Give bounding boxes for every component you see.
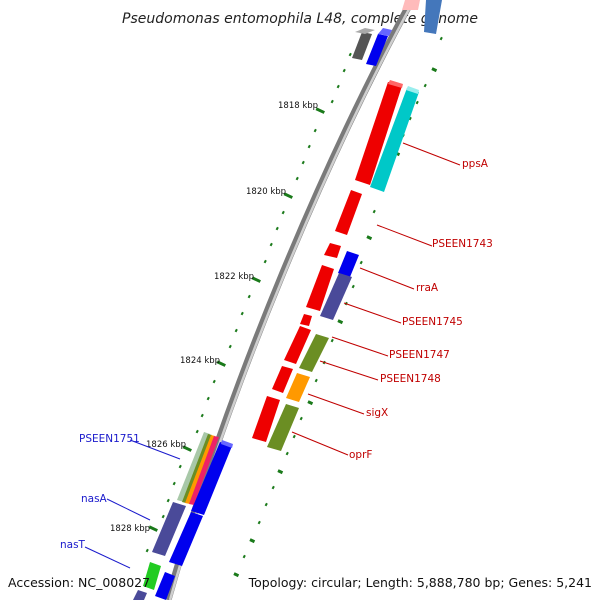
tick-mark-major	[283, 192, 293, 199]
tick-label: 1826 kbp	[146, 440, 186, 450]
feature-slate	[152, 502, 186, 556]
feature-cds	[272, 366, 293, 393]
feature-blue	[191, 440, 233, 515]
gene-label-oprF[interactable]: oprF	[349, 449, 372, 461]
gene-label-PSEEN1743[interactable]: PSEEN1743	[432, 238, 493, 250]
gene-label-sigX[interactable]: sigX	[366, 407, 388, 419]
gene-label-PSEEN1748[interactable]: PSEEN1748	[380, 373, 441, 385]
gene-label-nasT[interactable]: nasT	[60, 539, 86, 551]
gene-label-nasA[interactable]: nasA	[81, 493, 108, 505]
accession-text: Accession: NC_008027	[8, 575, 150, 590]
tick-mark-major	[216, 360, 226, 367]
gene-label-rraA[interactable]: rraA	[416, 282, 439, 294]
feature-cds	[300, 314, 312, 326]
gene-label-ppsA[interactable]: ppsA	[462, 158, 489, 170]
gene-label-PSEEN1751[interactable]: PSEEN1751	[79, 433, 140, 445]
feature-olive	[299, 334, 329, 372]
tick-label: 1818 kbp	[278, 101, 318, 111]
tick-label: 1820 kbp	[246, 187, 286, 197]
feature-cds	[306, 265, 334, 311]
feature-green	[143, 562, 161, 590]
tick-label: 1824 kbp	[180, 356, 220, 366]
tick-mark-major	[148, 525, 158, 532]
feature-blue	[338, 251, 359, 277]
leader-lines	[84, 439, 181, 569]
feature-ppsA-overlay	[370, 86, 419, 192]
gene-label-PSEEN1747[interactable]: PSEEN1747	[389, 349, 450, 361]
feature-orange	[286, 373, 310, 402]
feature-slate	[320, 273, 352, 320]
tick-mark-major	[182, 445, 192, 452]
feature-top	[352, 0, 442, 66]
tick-label: 1822 kbp	[214, 272, 254, 282]
feature-slate	[133, 590, 147, 600]
feature-olive	[267, 404, 299, 451]
feature-blue	[155, 572, 175, 600]
feature-cds	[324, 243, 341, 258]
feature-cds	[284, 326, 311, 364]
feature-blue	[169, 512, 203, 566]
tick-mark-major	[315, 107, 325, 114]
map-title: Pseudomonas entomophila L48, complete ge…	[122, 11, 478, 27]
genome-summary-text: Topology: circular; Length: 5,888,780 bp…	[248, 575, 592, 590]
gene-label-PSEEN1745[interactable]: PSEEN1745	[402, 316, 463, 328]
feature-stripe-multicolor	[177, 432, 219, 505]
tick-mark-major	[251, 276, 261, 283]
feature-cds	[335, 190, 362, 235]
ruler-outer	[145, 52, 352, 553]
tick-label: 1828 kbp	[110, 524, 150, 534]
leader-lines	[291, 142, 461, 456]
feature-cds	[355, 80, 403, 185]
feature-cds	[252, 396, 280, 442]
